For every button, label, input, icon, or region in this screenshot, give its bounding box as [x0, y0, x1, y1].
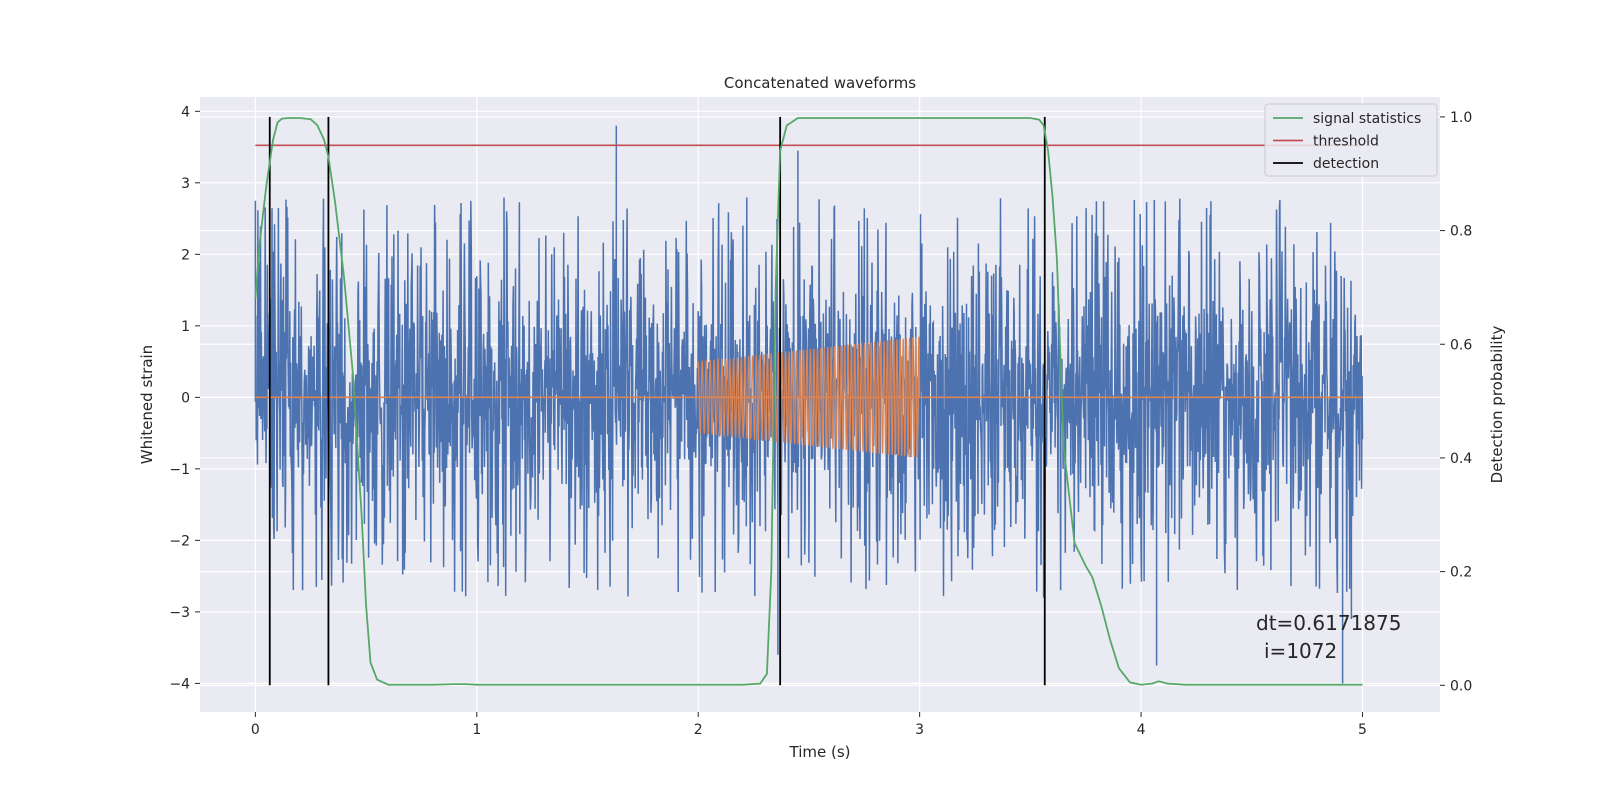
x-tick-label: 2 — [694, 722, 703, 738]
y-axis-label: Whitened strain — [138, 345, 156, 464]
series-whitened-strain-line — [254, 125, 1364, 684]
plot-content — [254, 116, 1364, 686]
y-tick-label: 0 — [181, 390, 190, 406]
x-tick-label: 0 — [251, 722, 260, 738]
series-signal-statistics-line — [254, 117, 1363, 686]
y-tick-label: 1 — [181, 319, 190, 335]
x-tick-label: 3 — [915, 722, 924, 738]
y-right-tick-label: 0.4 — [1450, 451, 1472, 467]
x-tick-label: 1 — [472, 722, 481, 738]
legend-label-detection: detection — [1313, 156, 1379, 172]
y-tick-label: −1 — [169, 462, 190, 478]
y-right-tick-label: 0.8 — [1450, 224, 1472, 240]
y-axis-left: −4 −3 −2 −1 0 1 2 3 4 — [169, 104, 200, 692]
detection-lines — [268, 116, 1046, 686]
y-tick-label: −3 — [169, 605, 190, 621]
x-tick-label: 4 — [1137, 722, 1146, 738]
y-tick-label: 2 — [181, 247, 190, 263]
annotation-i: i=1072 — [1264, 639, 1337, 663]
legend-box — [1264, 103, 1438, 177]
y-right-tick-label: 0.0 — [1450, 678, 1472, 694]
y-right-tick-label: 0.6 — [1450, 337, 1472, 353]
legend-label-threshold: threshold — [1313, 134, 1379, 150]
series-template-chirp-line — [697, 336, 921, 458]
legend-label-signal-statistics: signal statistics — [1313, 111, 1421, 127]
x-tick-label: 5 — [1358, 722, 1367, 738]
x-axis: 0 1 2 3 4 5 — [251, 712, 1367, 738]
y-tick-label: 4 — [181, 104, 190, 120]
legend: signal statistics threshold detection — [1264, 103, 1438, 177]
y-axis-right: 0.0 0.2 0.4 0.6 0.8 1.0 — [1440, 110, 1472, 694]
x-axis-label: Time (s) — [789, 743, 851, 761]
y-axis-right-label: Detection probability — [1488, 326, 1506, 484]
y-tick-label: −4 — [169, 676, 190, 692]
y-tick-label: −2 — [169, 533, 190, 549]
y-right-tick-label: 0.2 — [1450, 565, 1472, 581]
annotation-dt: dt=0.6171875 — [1256, 611, 1401, 635]
y-right-tick-label: 1.0 — [1450, 110, 1472, 126]
y-tick-label: 3 — [181, 176, 190, 192]
chart-title: Concatenated waveforms — [724, 74, 916, 92]
